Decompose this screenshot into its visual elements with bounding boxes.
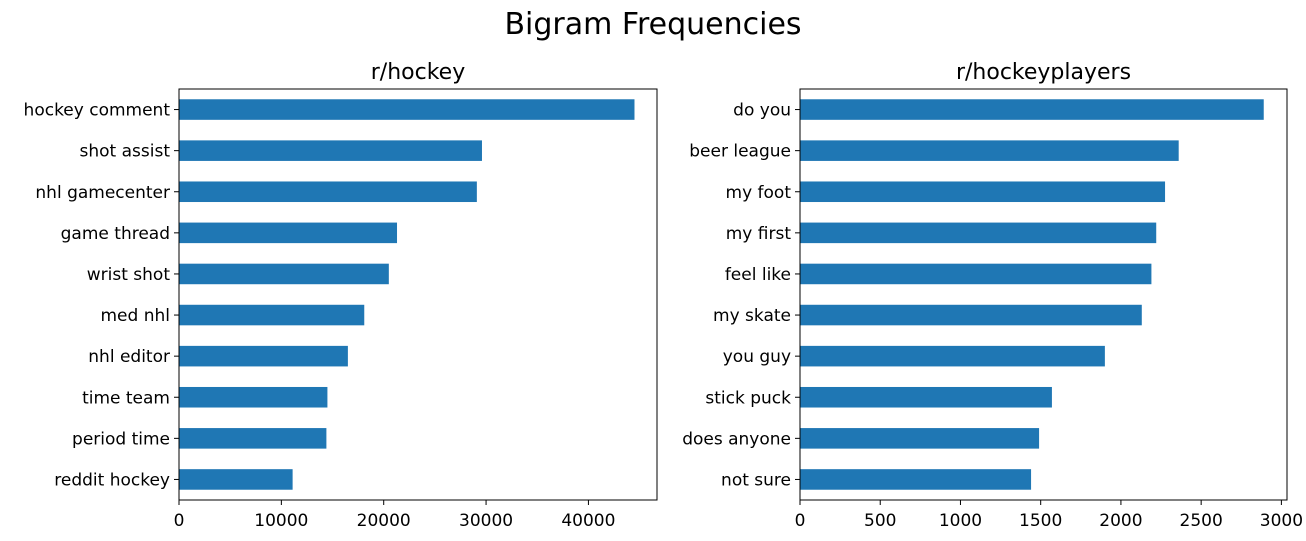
bar-hockeyplayers-8 xyxy=(800,428,1040,449)
y-tick-label: nhl gamecenter xyxy=(35,183,170,203)
x-tick-label: 2500 xyxy=(1180,511,1223,531)
x-tick-label: 30000 xyxy=(459,511,513,531)
chart-title-hockey: r/hockey xyxy=(371,60,465,85)
bar-hockeyplayers-7 xyxy=(800,386,1052,408)
y-tick-label: wrist shot xyxy=(87,265,171,285)
bar-hockey-6 xyxy=(179,345,348,367)
x-tick-label: 0 xyxy=(174,511,185,531)
y-tick-label: reddit hockey xyxy=(54,470,170,490)
figure-title: Bigram Frequencies xyxy=(504,7,801,42)
bar-hockey-5 xyxy=(179,304,365,326)
x-tick-label: 3000 xyxy=(1260,511,1303,531)
y-tick-label: my first xyxy=(726,224,792,244)
x-tick-label: 0 xyxy=(795,511,806,531)
y-tick-label: you guy xyxy=(723,347,791,367)
plot-frame xyxy=(178,88,658,501)
y-tick-label: not sure xyxy=(721,470,791,490)
y-tick-label: nhl editor xyxy=(88,347,170,367)
x-tick-label: 2000 xyxy=(1099,511,1142,531)
y-tick-label: does anyone xyxy=(682,429,791,449)
bar-hockeyplayers-1 xyxy=(800,140,1179,161)
bar-hockeyplayers-0 xyxy=(800,99,1264,120)
x-tick-label: 500 xyxy=(864,511,896,531)
y-tick-label: beer league xyxy=(689,142,791,162)
x-tick-label: 20000 xyxy=(357,511,411,531)
y-tick-label: do you xyxy=(733,101,791,121)
y-tick-label: hockey comment xyxy=(24,101,171,121)
bar-hockey-3 xyxy=(179,222,398,244)
bar-hockey-7 xyxy=(179,386,328,408)
bar-hockeyplayers-3 xyxy=(800,222,1157,244)
x-tick-label: 40000 xyxy=(561,511,615,531)
chart-title-hockeyplayers: r/hockeyplayers xyxy=(956,60,1131,85)
x-tick-label: 10000 xyxy=(254,511,308,531)
bar-hockey-9 xyxy=(179,469,293,490)
x-tick-label: 1000 xyxy=(939,511,982,531)
y-tick-label: period time xyxy=(72,429,170,449)
y-tick-label: med nhl xyxy=(101,306,171,326)
plot-frame xyxy=(799,88,1288,501)
y-tick-label: game thread xyxy=(61,224,170,244)
y-tick-label: shot assist xyxy=(80,142,171,162)
y-tick-label: feel like xyxy=(725,265,791,285)
bar-hockey-4 xyxy=(179,263,389,285)
x-tick-label: 1500 xyxy=(1019,511,1062,531)
bar-hockeyplayers-6 xyxy=(800,345,1105,367)
chart-panel-hockey: r/hockey hockey comment shot assist nhl gam… xyxy=(24,60,658,531)
y-tick-label: my skate xyxy=(713,306,791,326)
bar-hockey-1 xyxy=(179,140,482,161)
bar-hockeyplayers-2 xyxy=(800,181,1166,203)
bar-hockey-8 xyxy=(179,428,327,449)
bar-hockeyplayers-9 xyxy=(800,469,1032,490)
y-tick-label: stick puck xyxy=(705,388,791,408)
bar-hockeyplayers-5 xyxy=(800,304,1142,326)
bar-hockey-2 xyxy=(179,181,477,203)
bar-hockey-0 xyxy=(179,99,635,120)
chart-panel-hockeyplayers: r/hockeyplayers do you beer league my foot m… xyxy=(682,60,1303,531)
y-tick-label: my foot xyxy=(726,183,792,203)
bar-hockeyplayers-4 xyxy=(800,263,1152,285)
y-tick-label: time team xyxy=(82,388,170,408)
